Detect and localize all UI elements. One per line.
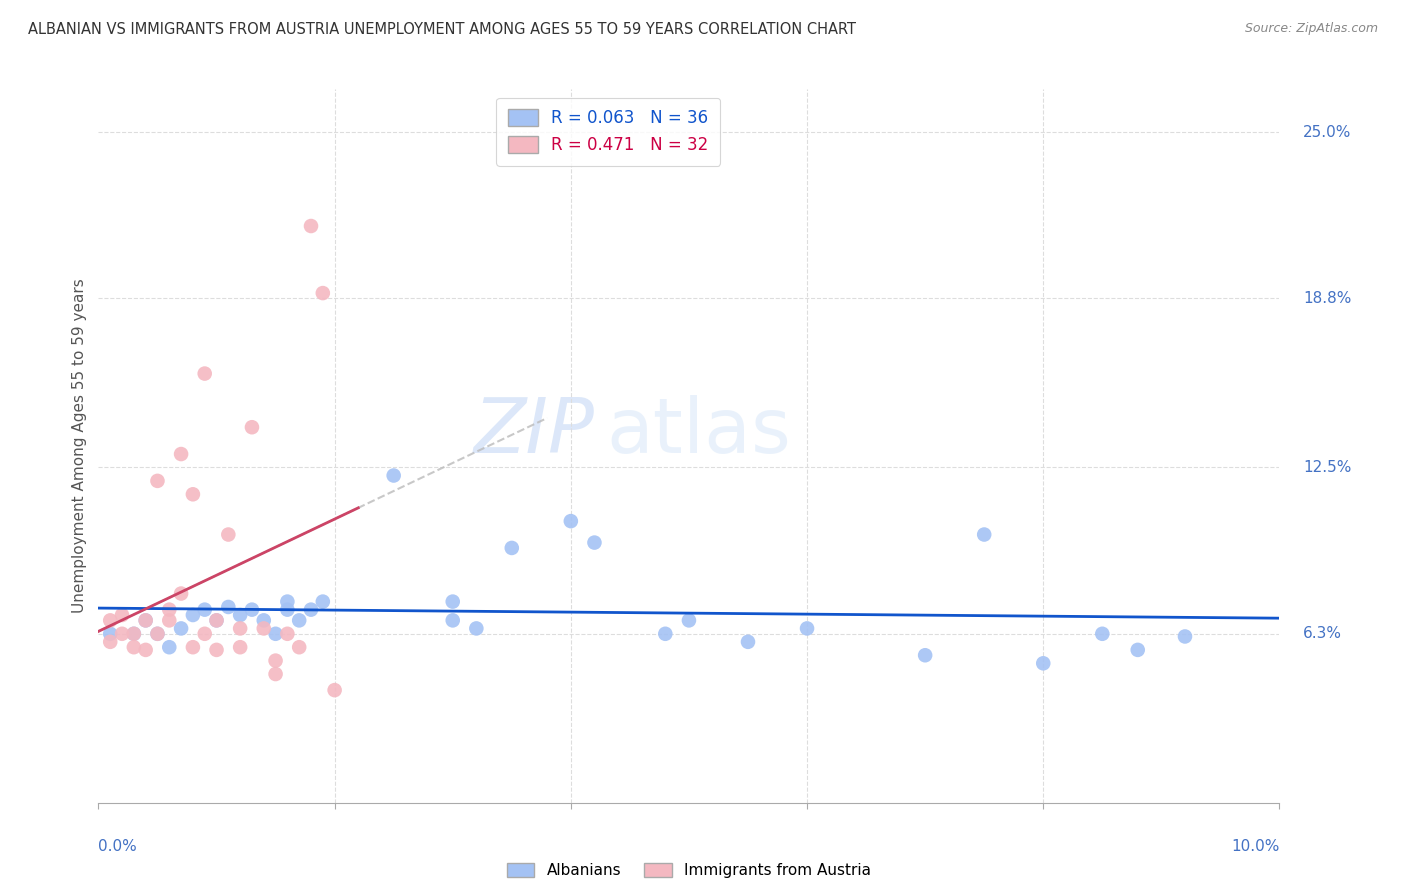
Point	[973, 527, 995, 541]
Point	[205, 613, 228, 627]
Text: 0.0%: 0.0%	[98, 839, 138, 854]
Point	[276, 627, 298, 641]
Point	[312, 594, 335, 608]
Point	[288, 613, 311, 627]
Point	[135, 613, 157, 627]
Point	[170, 447, 193, 461]
Point	[1032, 657, 1054, 671]
Point	[181, 640, 204, 655]
Text: 12.5%: 12.5%	[1303, 460, 1351, 475]
Text: atlas: atlas	[606, 395, 792, 468]
Legend: Albanians, Immigrants from Austria: Albanians, Immigrants from Austria	[501, 857, 877, 884]
Point	[288, 640, 311, 655]
Point	[217, 527, 239, 541]
Point	[276, 602, 298, 616]
Point	[299, 602, 322, 616]
Point	[501, 541, 523, 555]
Point	[299, 219, 322, 233]
Point	[135, 613, 157, 627]
Point	[98, 613, 121, 627]
Point	[654, 627, 676, 641]
Y-axis label: Unemployment Among Ages 55 to 59 years: Unemployment Among Ages 55 to 59 years	[72, 278, 87, 614]
Point	[382, 468, 405, 483]
Point	[796, 622, 818, 636]
Point	[465, 622, 488, 636]
Point	[264, 654, 287, 668]
Point	[205, 643, 228, 657]
Point	[98, 635, 121, 649]
Point	[1091, 627, 1114, 641]
Point	[170, 586, 193, 600]
Point	[264, 667, 287, 681]
Point	[181, 607, 204, 622]
Point	[194, 627, 217, 641]
Point	[240, 602, 263, 616]
Point	[276, 594, 298, 608]
Point	[157, 602, 180, 616]
Point	[135, 643, 157, 657]
Point	[181, 487, 204, 501]
Point	[678, 613, 700, 627]
Point	[217, 599, 239, 614]
Point	[157, 613, 180, 627]
Point	[914, 648, 936, 663]
Point	[122, 640, 145, 655]
Point	[240, 420, 263, 434]
Point	[122, 627, 145, 641]
Point	[441, 613, 464, 627]
Text: 25.0%: 25.0%	[1303, 125, 1351, 140]
Text: ZIP: ZIP	[474, 395, 595, 468]
Point	[312, 286, 335, 301]
Point	[229, 640, 252, 655]
Point	[122, 627, 145, 641]
Point	[111, 627, 134, 641]
Point	[253, 622, 276, 636]
Point	[170, 622, 193, 636]
Text: 18.8%: 18.8%	[1303, 291, 1351, 306]
Point	[229, 622, 252, 636]
Text: 6.3%: 6.3%	[1303, 626, 1343, 641]
Point	[583, 535, 606, 549]
Point	[1126, 643, 1149, 657]
Legend: R = 0.063   N = 36, R = 0.471   N = 32: R = 0.063 N = 36, R = 0.471 N = 32	[496, 97, 720, 166]
Point	[441, 594, 464, 608]
Point	[111, 607, 134, 622]
Point	[98, 627, 121, 641]
Point	[264, 627, 287, 641]
Point	[205, 613, 228, 627]
Point	[253, 613, 276, 627]
Point	[146, 627, 169, 641]
Point	[323, 683, 346, 698]
Point	[146, 627, 169, 641]
Point	[229, 607, 252, 622]
Point	[146, 474, 169, 488]
Point	[560, 514, 582, 528]
Point	[157, 640, 180, 655]
Point	[1174, 630, 1197, 644]
Text: Source: ZipAtlas.com: Source: ZipAtlas.com	[1244, 22, 1378, 36]
Point	[737, 635, 759, 649]
Text: ALBANIAN VS IMMIGRANTS FROM AUSTRIA UNEMPLOYMENT AMONG AGES 55 TO 59 YEARS CORRE: ALBANIAN VS IMMIGRANTS FROM AUSTRIA UNEM…	[28, 22, 856, 37]
Text: 10.0%: 10.0%	[1232, 839, 1279, 854]
Point	[194, 367, 217, 381]
Point	[194, 602, 217, 616]
